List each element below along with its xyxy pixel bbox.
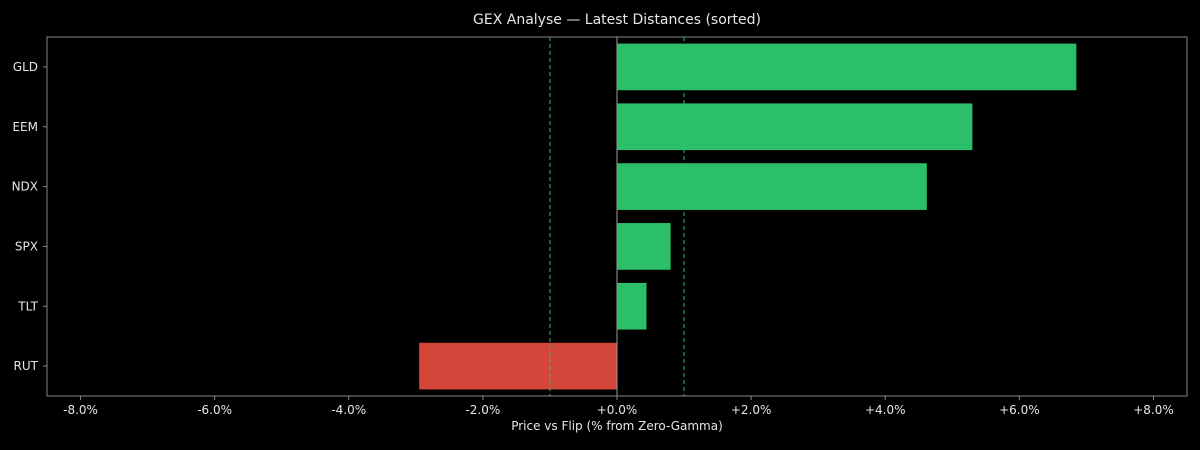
y-axis-ticks: GLD EEM NDX SPX TLT RUT (12, 60, 47, 373)
bar-tlt (617, 282, 647, 330)
bar-rut (419, 342, 617, 390)
bar-eem (617, 103, 973, 151)
y-tick-label: TLT (17, 299, 38, 313)
y-tick-label: NDX (12, 180, 38, 194)
x-tick-label: -8.0% (63, 403, 98, 417)
x-tick-label: -2.0% (465, 403, 500, 417)
bar-spx (617, 223, 671, 270)
x-axis-label: Price vs Flip (% from Zero-Gamma) (511, 419, 723, 433)
y-tick-label: GLD (13, 60, 38, 74)
y-tick-label: SPX (15, 239, 38, 253)
chart-title: GEX Analyse — Latest Distances (sorted) (473, 12, 761, 28)
x-axis-ticks: -8.0% -6.0% -4.0% -2.0% +0.0% +2.0% +4.0% +6.0%… (63, 396, 1174, 417)
x-tick-label: +4.0% (865, 403, 906, 417)
bars-layer (419, 43, 1077, 390)
x-tick-label: +0.0% (597, 403, 638, 417)
bar-gld (617, 43, 1077, 91)
x-tick-label: +8.0% (1133, 403, 1174, 417)
x-tick-label: -4.0% (331, 403, 366, 417)
reference-lines-layer (549, 37, 685, 396)
y-tick-label: RUT (14, 359, 39, 373)
x-tick-label: +6.0% (999, 403, 1040, 417)
y-tick-label: EEM (12, 120, 38, 134)
x-tick-label: -6.0% (197, 403, 232, 417)
bar-ndx (617, 163, 927, 210)
x-tick-label: +2.0% (731, 403, 772, 417)
